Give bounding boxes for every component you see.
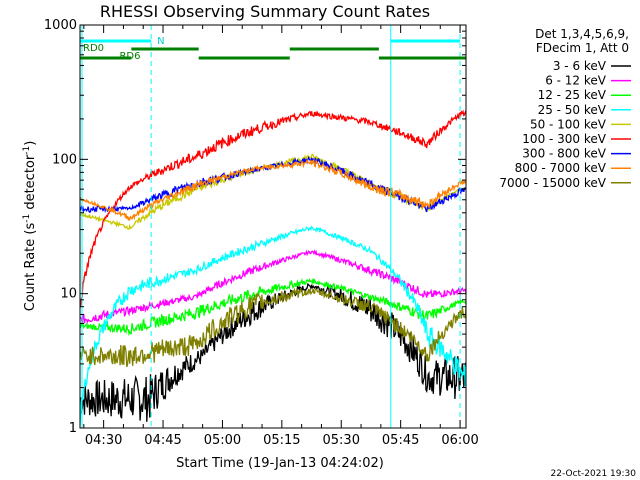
x-tick-label: 05:15 xyxy=(263,433,300,448)
legend: Det 1,3,4,5,6,9,FDecim 1, Att 0 3 - 6 keV… xyxy=(499,27,631,190)
series-line-3 xyxy=(80,277,466,337)
x-tick-label: 05:45 xyxy=(382,433,419,448)
chart-title: RHESSI Observing Summary Count Rates xyxy=(100,2,430,21)
legend-label: 300 - 800 keV xyxy=(522,147,606,161)
footer-timestamp: 22-Oct-2021 19:30 xyxy=(551,469,637,479)
legend-label: 25 - 50 keV xyxy=(538,103,607,117)
y-tick-label: 10 xyxy=(60,287,77,302)
night-label: N xyxy=(157,36,164,47)
plot-area: N RD0 RD6 xyxy=(80,25,466,428)
legend-label: 3 - 6 keV xyxy=(553,59,607,73)
legend-label: 800 - 7000 keV xyxy=(515,161,607,175)
legend-label: 100 - 300 keV xyxy=(522,132,606,146)
legend-label: 50 - 100 keV xyxy=(530,117,607,131)
series-line-9 xyxy=(80,287,466,368)
y-axis-label: Count Rate (s-1 detector-1) xyxy=(22,141,38,312)
y-tick-label: 1 xyxy=(69,421,77,436)
y-tick-label: 100 xyxy=(52,152,77,167)
series-line-6 xyxy=(80,109,466,308)
plot-frame xyxy=(79,24,467,429)
axes: 1 10 100 1000 04:30 04:45 05:00 05:15 05:30 05:45… xyxy=(44,18,479,448)
legend-label: 12 - 25 keV xyxy=(538,88,607,102)
series-line-4 xyxy=(80,225,466,426)
y-tick-label: 1000 xyxy=(44,18,77,33)
series-line-1 xyxy=(80,282,466,422)
x-tick-label: 04:45 xyxy=(144,433,181,448)
x-tick-label: 05:00 xyxy=(204,433,241,448)
legend-header: Det 1,3,4,5,6,9, xyxy=(535,27,629,41)
legend-label: 7000 - 15000 keV xyxy=(499,176,606,190)
legend-header: FDecim 1, Att 0 xyxy=(536,41,629,55)
rd6-label: RD6 xyxy=(119,51,140,62)
x-tick-label: 04:30 xyxy=(85,433,122,448)
rd0-label: RD0 xyxy=(83,43,104,54)
series-line-8 xyxy=(80,157,466,222)
legend-label: 6 - 12 keV xyxy=(545,74,607,88)
x-tick-label: 05:30 xyxy=(323,433,360,448)
x-axis-label: Start Time (19-Jan-13 04:24:02) xyxy=(176,456,384,471)
x-tick-label: 06:00 xyxy=(441,433,478,448)
